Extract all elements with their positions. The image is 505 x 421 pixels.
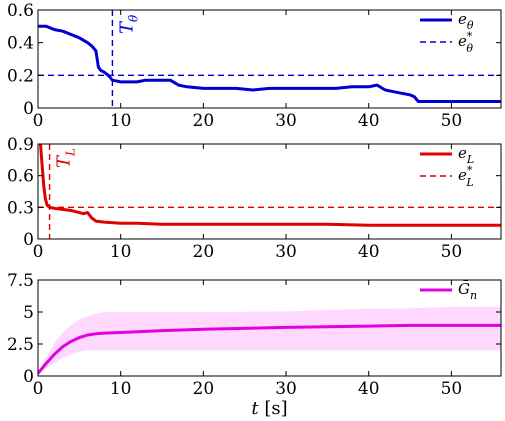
- chart-panel-3: 0 10 20 30 40 50 0 2.5 5 7.5 Ḡn t [s]: [7, 271, 502, 419]
- y-tick-label: 0.6: [7, 1, 34, 21]
- x-axis-title: t [s]: [251, 398, 287, 419]
- x-tick-label: 10: [110, 111, 132, 131]
- x-tick-label: 20: [193, 111, 215, 131]
- x-tick-label: 40: [358, 379, 380, 399]
- x-tick-label: 10: [110, 242, 132, 262]
- legend-label: Ḡn: [458, 280, 477, 302]
- x-tick-label: 50: [441, 111, 463, 131]
- y-tick-label: 5: [23, 303, 34, 323]
- x-tick-label: 30: [275, 379, 297, 399]
- chart-panel-2: TL 0 10 20 30 40 50 0 0.3 0.6 0.9 eLe* L: [7, 135, 502, 262]
- plot-area: [38, 306, 501, 375]
- series-line-1: [39, 144, 501, 227]
- axes-frame: [37, 143, 502, 240]
- threshold-label: Tθ: [116, 14, 140, 34]
- y-tick-label: 0.3: [7, 198, 34, 218]
- x-tick-label: 30: [275, 111, 297, 131]
- x-tick-label: 30: [275, 242, 297, 262]
- plot-area: [38, 24, 501, 103]
- y-tick-label: 0.2: [7, 66, 34, 86]
- x-tick-label: 20: [193, 379, 215, 399]
- x-tick-label: 40: [358, 111, 380, 131]
- x-tick-label: 0: [33, 111, 44, 131]
- plot-area: [38, 144, 501, 227]
- legend-label: e* θ: [458, 30, 473, 55]
- y-tick-label: 0.6: [7, 167, 34, 187]
- series-line-1: [38, 24, 501, 103]
- axes-frame: [37, 279, 502, 377]
- x-tick-label: 0: [33, 379, 44, 399]
- y-tick-label: 2.5: [7, 335, 34, 355]
- legend-label: eθ: [458, 10, 474, 32]
- confidence-band: [38, 306, 501, 374]
- y-tick-label: 0: [23, 230, 34, 250]
- series-line-1: [38, 323, 501, 375]
- y-tick-label: 0: [23, 99, 34, 119]
- legend-label: eL: [458, 144, 474, 166]
- x-tick-label: 20: [193, 242, 215, 262]
- chart-panel-1: Tθ 0 10 20 30 40 50 0 0.2 0.4 0.6 eθe* θ: [7, 1, 502, 131]
- y-tick-label: 0.4: [7, 34, 34, 54]
- axes-frame: [37, 9, 502, 109]
- y-tick-label: 7.5: [7, 271, 34, 291]
- x-tick-label: 50: [441, 379, 463, 399]
- y-tick-label: 0.9: [7, 135, 34, 155]
- y-tick-label: 0: [23, 367, 34, 387]
- legend-label: e* L: [458, 164, 474, 189]
- x-tick-label: 40: [358, 242, 380, 262]
- threshold-label: TL: [54, 148, 78, 168]
- x-tick-label: 10: [110, 379, 132, 399]
- x-tick-label: 0: [33, 242, 44, 262]
- x-tick-label: 50: [441, 242, 463, 262]
